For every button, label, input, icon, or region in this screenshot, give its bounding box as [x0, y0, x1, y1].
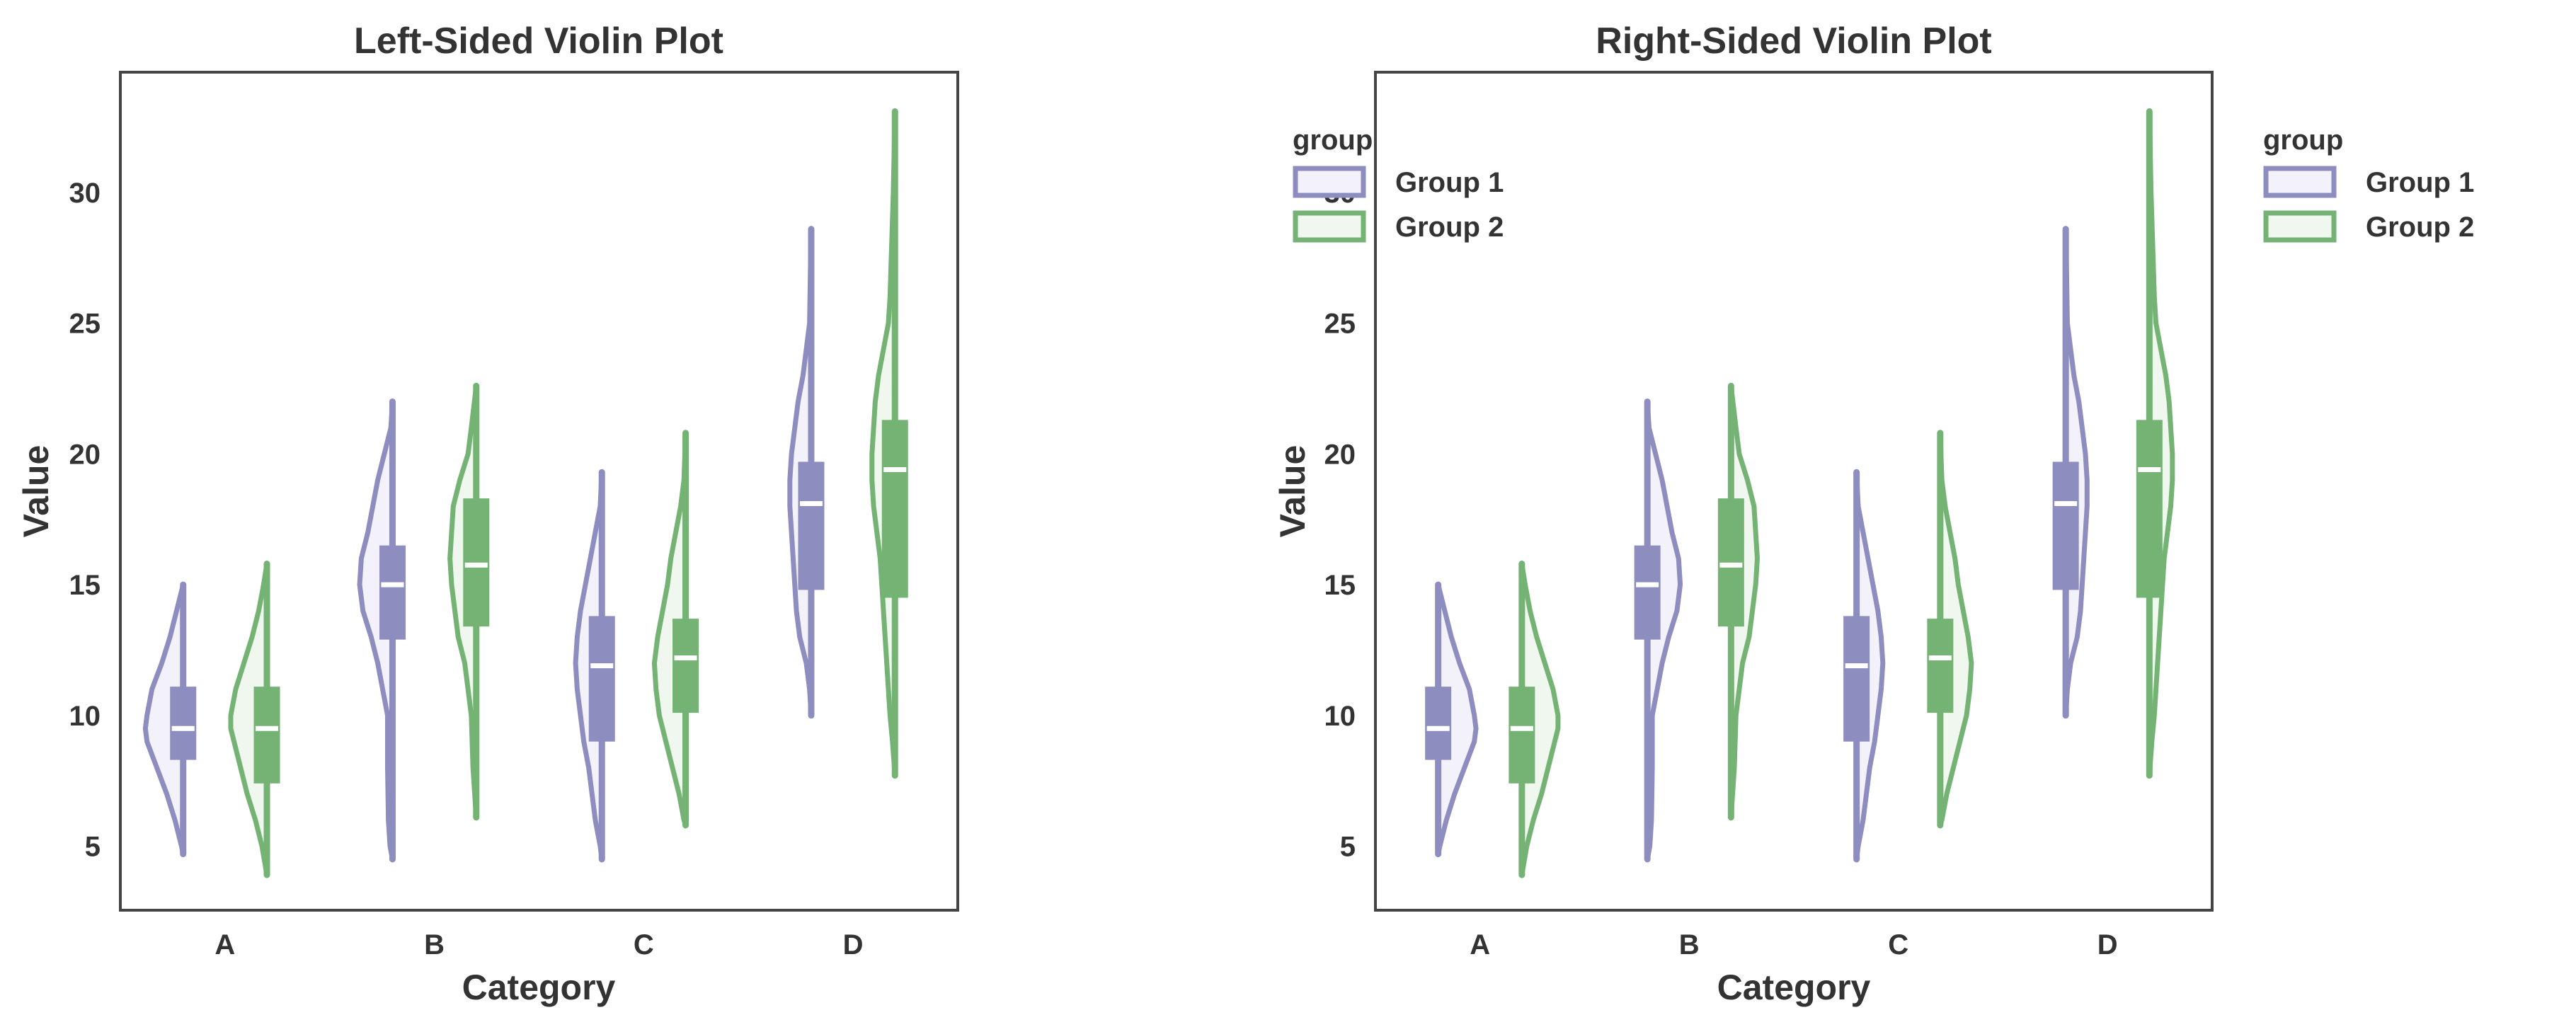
box-iqr: [379, 545, 406, 640]
y-tick-label: 5: [1340, 831, 1356, 862]
x-tick-label: D: [843, 929, 864, 960]
legend-swatch: [2263, 210, 2337, 243]
box-iqr: [1927, 619, 1954, 713]
box-iqr: [2136, 420, 2163, 598]
violin-group-1-B: [357, 398, 395, 862]
y-tick-label: 25: [1324, 309, 1356, 340]
box-iqr: [170, 687, 197, 760]
violin-group-2-C: [651, 430, 689, 828]
legend-label: Group 2: [1395, 212, 1504, 243]
box-iqr: [672, 619, 699, 713]
x-axis-label: Category: [1717, 968, 1871, 1007]
left-sided-violin-plot: Left-Sided Violin Plot Category Value 5 1…: [16, 21, 959, 1007]
y-tick-label: 25: [69, 309, 101, 340]
chart-title: Left-Sided Violin Plot: [354, 21, 723, 62]
box-iqr: [1634, 545, 1661, 640]
violin-group-2-A: [228, 561, 270, 878]
legend-label: Group 1: [1395, 167, 1504, 198]
violin-group-1-C: [1854, 469, 1886, 862]
legend-swatch: [2263, 166, 2337, 198]
violin-group-2-A: [1519, 561, 1561, 878]
x-tick-label: C: [634, 929, 654, 960]
legend-label: Group 2: [2366, 212, 2474, 243]
y-tick-label: 10: [69, 701, 101, 732]
legend-label: Group 1: [2366, 167, 2474, 198]
y-tick-label: 10: [1324, 701, 1356, 732]
y-axis-label: Value: [16, 445, 56, 538]
x-tick-label: A: [214, 929, 235, 960]
y-tick-label: 30: [69, 178, 101, 209]
violin-group-1-C: [573, 469, 605, 862]
box-iqr: [1509, 687, 1535, 784]
violin-group-2-B: [1728, 383, 1760, 820]
y-axis-label: Value: [1273, 445, 1312, 538]
box-iqr: [2052, 461, 2079, 590]
box-iqr: [798, 461, 825, 590]
box-iqr: [881, 420, 908, 598]
legend-title: group: [2263, 125, 2343, 156]
legends: group Group 1 Group 2 group Group 1 Group 2: [1293, 125, 2474, 243]
x-tick-label: B: [424, 929, 445, 960]
box-iqr: [1425, 687, 1452, 760]
legend-title: group: [1293, 125, 1373, 156]
x-tick-label: B: [1679, 929, 1700, 960]
y-tick-label: 5: [85, 831, 101, 862]
axes-frame: [1374, 71, 2214, 912]
y-tick-label: 20: [1324, 439, 1356, 470]
violin-group-2-C: [1937, 430, 1974, 828]
box-iqr: [1843, 616, 1870, 742]
legend-swatch: [1293, 210, 1366, 243]
chart-title: Right-Sided Violin Plot: [1596, 21, 1991, 62]
box-iqr: [1717, 498, 1744, 627]
right-sided-violin-plot: Right-Sided Violin Plot Category Value 5…: [1273, 21, 2214, 1007]
box-iqr: [253, 687, 280, 784]
x-tick-label: A: [1470, 929, 1490, 960]
box-iqr: [588, 616, 615, 742]
y-tick-label: 15: [1324, 570, 1356, 601]
y-tick-label: 20: [69, 439, 101, 470]
axes-frame: [119, 71, 959, 912]
legend-swatch: [1293, 166, 1366, 198]
x-tick-label: D: [2097, 929, 2118, 960]
x-tick-label: C: [1888, 929, 1908, 960]
y-tick-label: 15: [69, 570, 101, 601]
violin-group-2-B: [447, 383, 479, 820]
box-iqr: [463, 498, 490, 627]
x-axis-label: Category: [462, 968, 616, 1007]
violin-group-1-B: [1644, 398, 1683, 862]
